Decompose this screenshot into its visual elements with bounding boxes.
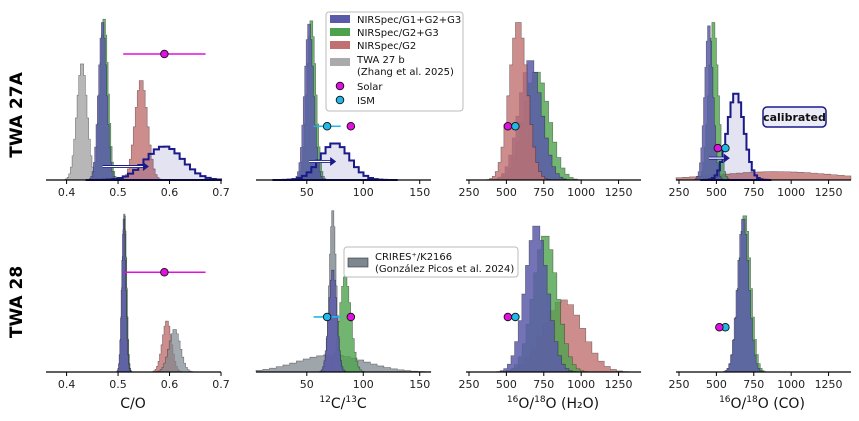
legend-label-ism: ISM xyxy=(357,96,375,107)
x-tick-label: 50 xyxy=(300,186,314,199)
legend-bottom: CRIRES⁺/K2166 (González Picos et al. 202… xyxy=(343,246,519,278)
x-tick-label: 100 xyxy=(353,186,374,199)
calibration-arrow-head xyxy=(330,157,337,167)
x-tick-label: 1250 xyxy=(815,186,843,199)
hist-nirspec-g1-g2-g3 xyxy=(114,218,133,373)
x-tick-label: 500 xyxy=(496,186,517,199)
x-tick-label: 750 xyxy=(743,378,764,391)
legend-label-g2: NIRSpec/G2 xyxy=(357,41,416,52)
x-tick-label: 150 xyxy=(409,186,430,199)
legend-label-solar: Solar xyxy=(357,82,383,93)
legend-marker-solar xyxy=(335,81,345,91)
legend-label-twa27b-ref: (Zhang et al. 2025) xyxy=(357,67,454,78)
panel-twa27a-c13: 50 100 150 xyxy=(256,20,431,199)
ism-marker xyxy=(511,312,520,322)
x-tick-label: 1000 xyxy=(777,378,805,391)
hist-nirspec-g2 xyxy=(480,22,557,181)
legend-label-crires: CRIRES⁺/K2166 xyxy=(375,252,452,263)
legend-label-twa27b: TWA 27 b xyxy=(356,55,405,66)
row-label-twa27a: TWA 27A xyxy=(7,71,27,157)
x-tick-label: 0.5 xyxy=(109,378,127,391)
x-tick-label: 1250 xyxy=(605,378,633,391)
x-tick-label: 250 xyxy=(668,378,689,391)
x-tick-label: 500 xyxy=(706,186,727,199)
ism-marker xyxy=(511,121,520,131)
x-tick-label: 500 xyxy=(496,378,517,391)
legend-label-g1g2g3: NIRSpec/G1+G2+G3 xyxy=(357,15,461,26)
solar-marker xyxy=(160,267,169,277)
hist-nirspec-g1-g2-g3 xyxy=(488,225,584,373)
panel-twa27a-o18-h2o: 250 500 750 1000 1250 xyxy=(458,22,641,199)
x-tick-label: 250 xyxy=(668,186,689,199)
x-tick-label: 0.7 xyxy=(212,186,230,199)
x-tick-label: 750 xyxy=(533,378,554,391)
x-tick-label: 1250 xyxy=(815,378,843,391)
solar-marker xyxy=(346,312,356,322)
x-tick-label: 0.5 xyxy=(109,186,127,199)
legend-patch-g1g2g3 xyxy=(330,15,350,23)
x-tick-label: 1000 xyxy=(567,186,595,199)
hist-nirspec-g1-g2-g3 xyxy=(315,269,350,373)
x-tick-label: 1250 xyxy=(605,186,633,199)
ism-marker xyxy=(322,312,332,322)
hist-nirspec-g1-g2-g3 xyxy=(691,25,727,181)
calibration-arrow-head xyxy=(723,153,730,163)
x-tick-label: 50 xyxy=(300,378,314,391)
row-label-twa28: TWA 28 xyxy=(7,266,27,338)
x-tick-label: 0.4 xyxy=(58,186,76,199)
xlabel-o18-h2o: 16O/18O (H₂O) xyxy=(507,395,599,412)
hist-nirspec-g1-g2-g3 xyxy=(289,23,329,181)
x-tick-label: 750 xyxy=(533,186,554,199)
legend-patch-crires xyxy=(347,257,369,268)
panel-twa28-o18-h2o: 250 500 750 1000 1250 xyxy=(458,225,642,391)
panel-twa28-co: 0.4 0.5 0.6 0.7 xyxy=(46,213,230,391)
x-tick-label: 150 xyxy=(409,378,430,391)
x-tick-label: 750 xyxy=(743,186,764,199)
solar-marker xyxy=(160,49,169,59)
x-tick-label: 0.6 xyxy=(161,378,179,391)
x-tick-label: 0.4 xyxy=(58,378,76,391)
panel-twa27a-co: 0.4 0.5 0.6 0.7 xyxy=(46,18,230,199)
solar-marker xyxy=(503,312,513,322)
calibrated-label: calibrated xyxy=(763,111,826,124)
panel-twa28-c13: 50 100 150 xyxy=(255,210,432,391)
legend-patch-g2 xyxy=(330,41,350,49)
xlabel-o18-co: 16O/18O (CO) xyxy=(719,395,805,412)
legend-label-g2g3: NIRSpec/G2+G3 xyxy=(357,28,439,39)
ism-marker xyxy=(721,143,730,153)
x-tick-label: 250 xyxy=(458,186,479,199)
legend-label-crires-ref: (González Picos et al. 2024) xyxy=(375,263,514,275)
calibrated-badge: calibrated xyxy=(762,106,827,128)
solar-marker xyxy=(713,143,723,153)
solar-marker xyxy=(346,121,356,131)
xlabel-c13: 12C/13C xyxy=(319,395,366,412)
legend-top: NIRSpec/G1+G2+G3 NIRSpec/G2+G3 NIRSpec/G… xyxy=(325,11,464,112)
hist-g1-g2-g3-calibrated xyxy=(700,92,772,181)
legend-patch-g2g3 xyxy=(330,28,350,36)
calibration-arrow-head xyxy=(142,162,149,172)
solar-marker xyxy=(503,121,513,131)
x-tick-label: 100 xyxy=(353,378,374,391)
x-tick-label: 500 xyxy=(706,378,727,391)
x-tick-label: 1000 xyxy=(777,186,805,199)
ism-marker xyxy=(322,121,332,131)
x-tick-label: 250 xyxy=(458,378,479,391)
legend-marker-ism xyxy=(335,95,345,105)
xlabel-co: C/O xyxy=(120,396,146,412)
x-tick-label: 0.6 xyxy=(161,186,179,199)
solar-marker xyxy=(715,323,724,332)
x-tick-label: 1000 xyxy=(567,378,595,391)
x-tick-label: 0.7 xyxy=(212,378,230,391)
legend-patch-twa27b xyxy=(330,58,350,66)
hist-nirspec-g1-g2-g3 xyxy=(719,218,768,373)
panel-twa27a-o18-co: 250 500 750 1000 1250 xyxy=(668,22,852,199)
panel-twa28-o18-co: 250 500 750 1000 1250 xyxy=(668,215,851,391)
